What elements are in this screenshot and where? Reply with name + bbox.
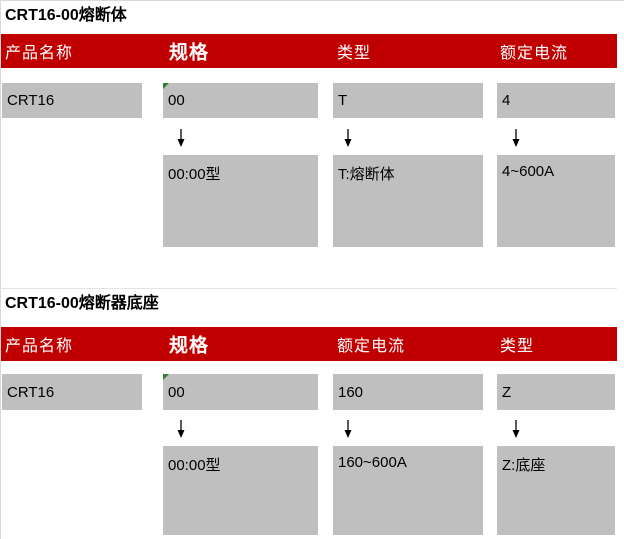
cell-type-meaning: T:熔断体 [333, 155, 483, 247]
cell-type-meaning-text: Z:底座 [502, 457, 546, 474]
fuse-base-table-header-row: 产品名称 规格 额定电流 类型 [1, 327, 617, 361]
cell-spec-text: 00 [168, 383, 185, 401]
down-arrow-icon [344, 129, 352, 147]
header-cell-rated-current: 额定电流 [500, 45, 569, 62]
cell-error-indicator-icon [163, 83, 169, 89]
fuse-base-table-title: CRT16-00熔断器底座 [5, 295, 159, 312]
header-cell-rated-current: 额定电流 [337, 338, 406, 355]
header-cell-product-name: 产品名称 [5, 338, 74, 355]
cell-type: T [333, 83, 483, 118]
left-gridline [0, 0, 1, 539]
cell-rated-current-text: 4 [502, 92, 511, 109]
header-cell-product-name: 产品名称 [5, 45, 74, 62]
cell-product-name-text: CRT16 [7, 383, 55, 401]
header-cell-type: 类型 [500, 338, 535, 355]
down-arrow-icon [177, 420, 185, 438]
cell-product-name: CRT16 [2, 83, 142, 118]
cell-error-indicator-icon [163, 374, 169, 380]
cell-spec-text: 00 [168, 92, 185, 109]
down-arrow-icon [512, 129, 520, 147]
cell-spec: 00 [163, 83, 318, 118]
cell-rated-current: 160 [333, 374, 483, 410]
cell-rated-current-range: 160~600A [333, 446, 483, 535]
cell-rated-current-range: 4~600A [497, 155, 615, 247]
top-gridline [0, 0, 624, 1]
down-arrow-icon [177, 129, 185, 147]
header-cell-spec: 规格 [169, 335, 210, 357]
header-cell-type: 类型 [337, 45, 372, 62]
cell-rated-current-range-text: 4~600A [502, 163, 555, 180]
header-cell-spec: 规格 [169, 42, 210, 64]
cell-spec-meaning: 00:00型 [163, 155, 318, 247]
cell-type: Z [497, 374, 615, 410]
cell-rated-current-range-text: 160~600A [338, 454, 407, 471]
down-arrow-icon [512, 420, 520, 438]
cell-type-text: T [338, 92, 348, 109]
cell-type-meaning: Z:底座 [497, 446, 615, 535]
cell-product-name: CRT16 [2, 374, 142, 410]
section-divider-gridline [0, 288, 617, 289]
cell-type-meaning-text: T:熔断体 [338, 166, 395, 183]
cell-spec: 00 [163, 374, 318, 410]
cell-spec-meaning: 00:00型 [163, 446, 318, 535]
cell-product-name-text: CRT16 [7, 92, 55, 109]
fuse-table-header-row: 产品名称 规格 类型 额定电流 [1, 34, 617, 68]
down-arrow-icon [344, 420, 352, 438]
cell-spec-meaning-text: 00:00型 [168, 166, 221, 183]
cell-type-text: Z [502, 383, 512, 401]
cell-rated-current: 4 [497, 83, 615, 118]
cell-spec-meaning-text: 00:00型 [168, 457, 221, 474]
fuse-table-title: CRT16-00熔断体 [5, 7, 127, 24]
cell-rated-current-text: 160 [338, 383, 364, 401]
